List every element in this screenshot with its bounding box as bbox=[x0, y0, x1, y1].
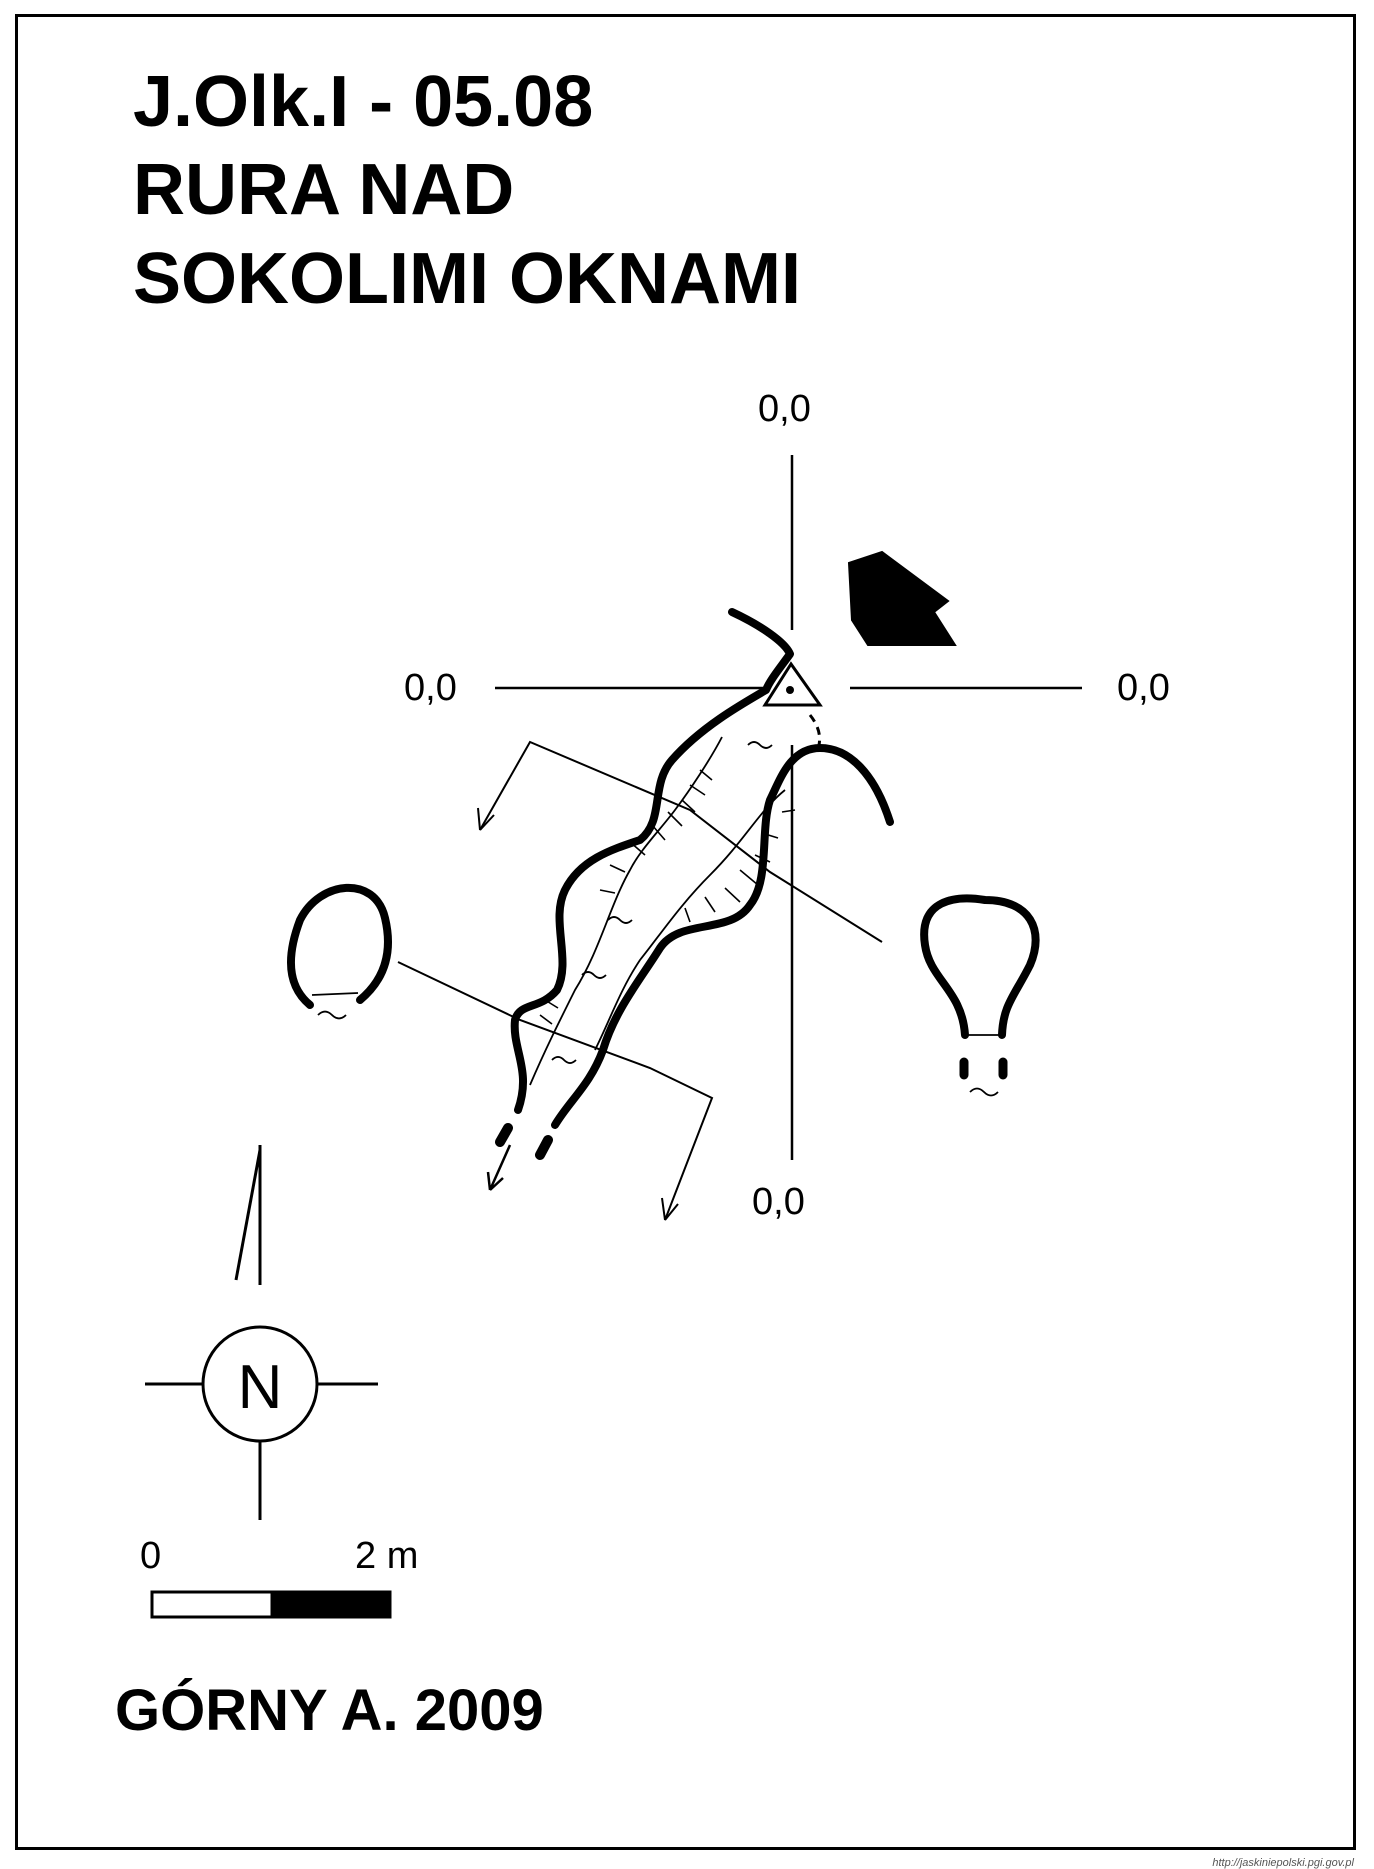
source-credit-link[interactable]: http://jaskiniepolski.pgi.gov.pl bbox=[1212, 1857, 1354, 1869]
coord-label-bottom: 0,0 bbox=[752, 1181, 805, 1223]
cross-section-profile-right bbox=[920, 894, 1040, 1097]
wet-floor-symbols bbox=[551, 741, 773, 1064]
cross-section-line-b bbox=[397, 961, 714, 1221]
cross-section-line-a bbox=[477, 740, 883, 943]
north-label: N bbox=[238, 1353, 283, 1422]
entrance-arrow-icon bbox=[847, 550, 957, 646]
coord-label-left: 0,0 bbox=[404, 667, 457, 709]
author-and-year: GÓRNY A. 2009 bbox=[115, 1678, 544, 1743]
cave-name-line-2: SOKOLIMI OKNAMI bbox=[133, 239, 801, 319]
cave-name-line-1: RURA NAD bbox=[133, 150, 515, 230]
survey-station-icon bbox=[762, 661, 823, 707]
floor-sediment bbox=[529, 736, 786, 1086]
passage-continuation-arrow bbox=[486, 1144, 512, 1191]
cave-id-title: J.Olk.I - 05.08 bbox=[133, 62, 594, 142]
map-frame bbox=[15, 14, 1356, 1850]
cross-section-profile-left bbox=[286, 883, 392, 1020]
coord-label-top: 0,0 bbox=[758, 388, 811, 430]
entrance-dropline bbox=[808, 714, 822, 746]
slope-hachures bbox=[539, 769, 796, 1025]
cave-wall-dashed-ends bbox=[495, 1123, 553, 1160]
cave-wall-left bbox=[510, 608, 794, 1114]
scale-start-label: 0 bbox=[140, 1535, 162, 1577]
north-arrow-icon bbox=[145, 1145, 378, 1520]
datum-cross bbox=[495, 455, 1082, 1160]
cave-wall-right bbox=[551, 744, 894, 1129]
scale-bar bbox=[150, 1590, 392, 1619]
coord-label-right: 0,0 bbox=[1117, 667, 1170, 709]
scale-end-label: 2 m bbox=[355, 1535, 419, 1577]
